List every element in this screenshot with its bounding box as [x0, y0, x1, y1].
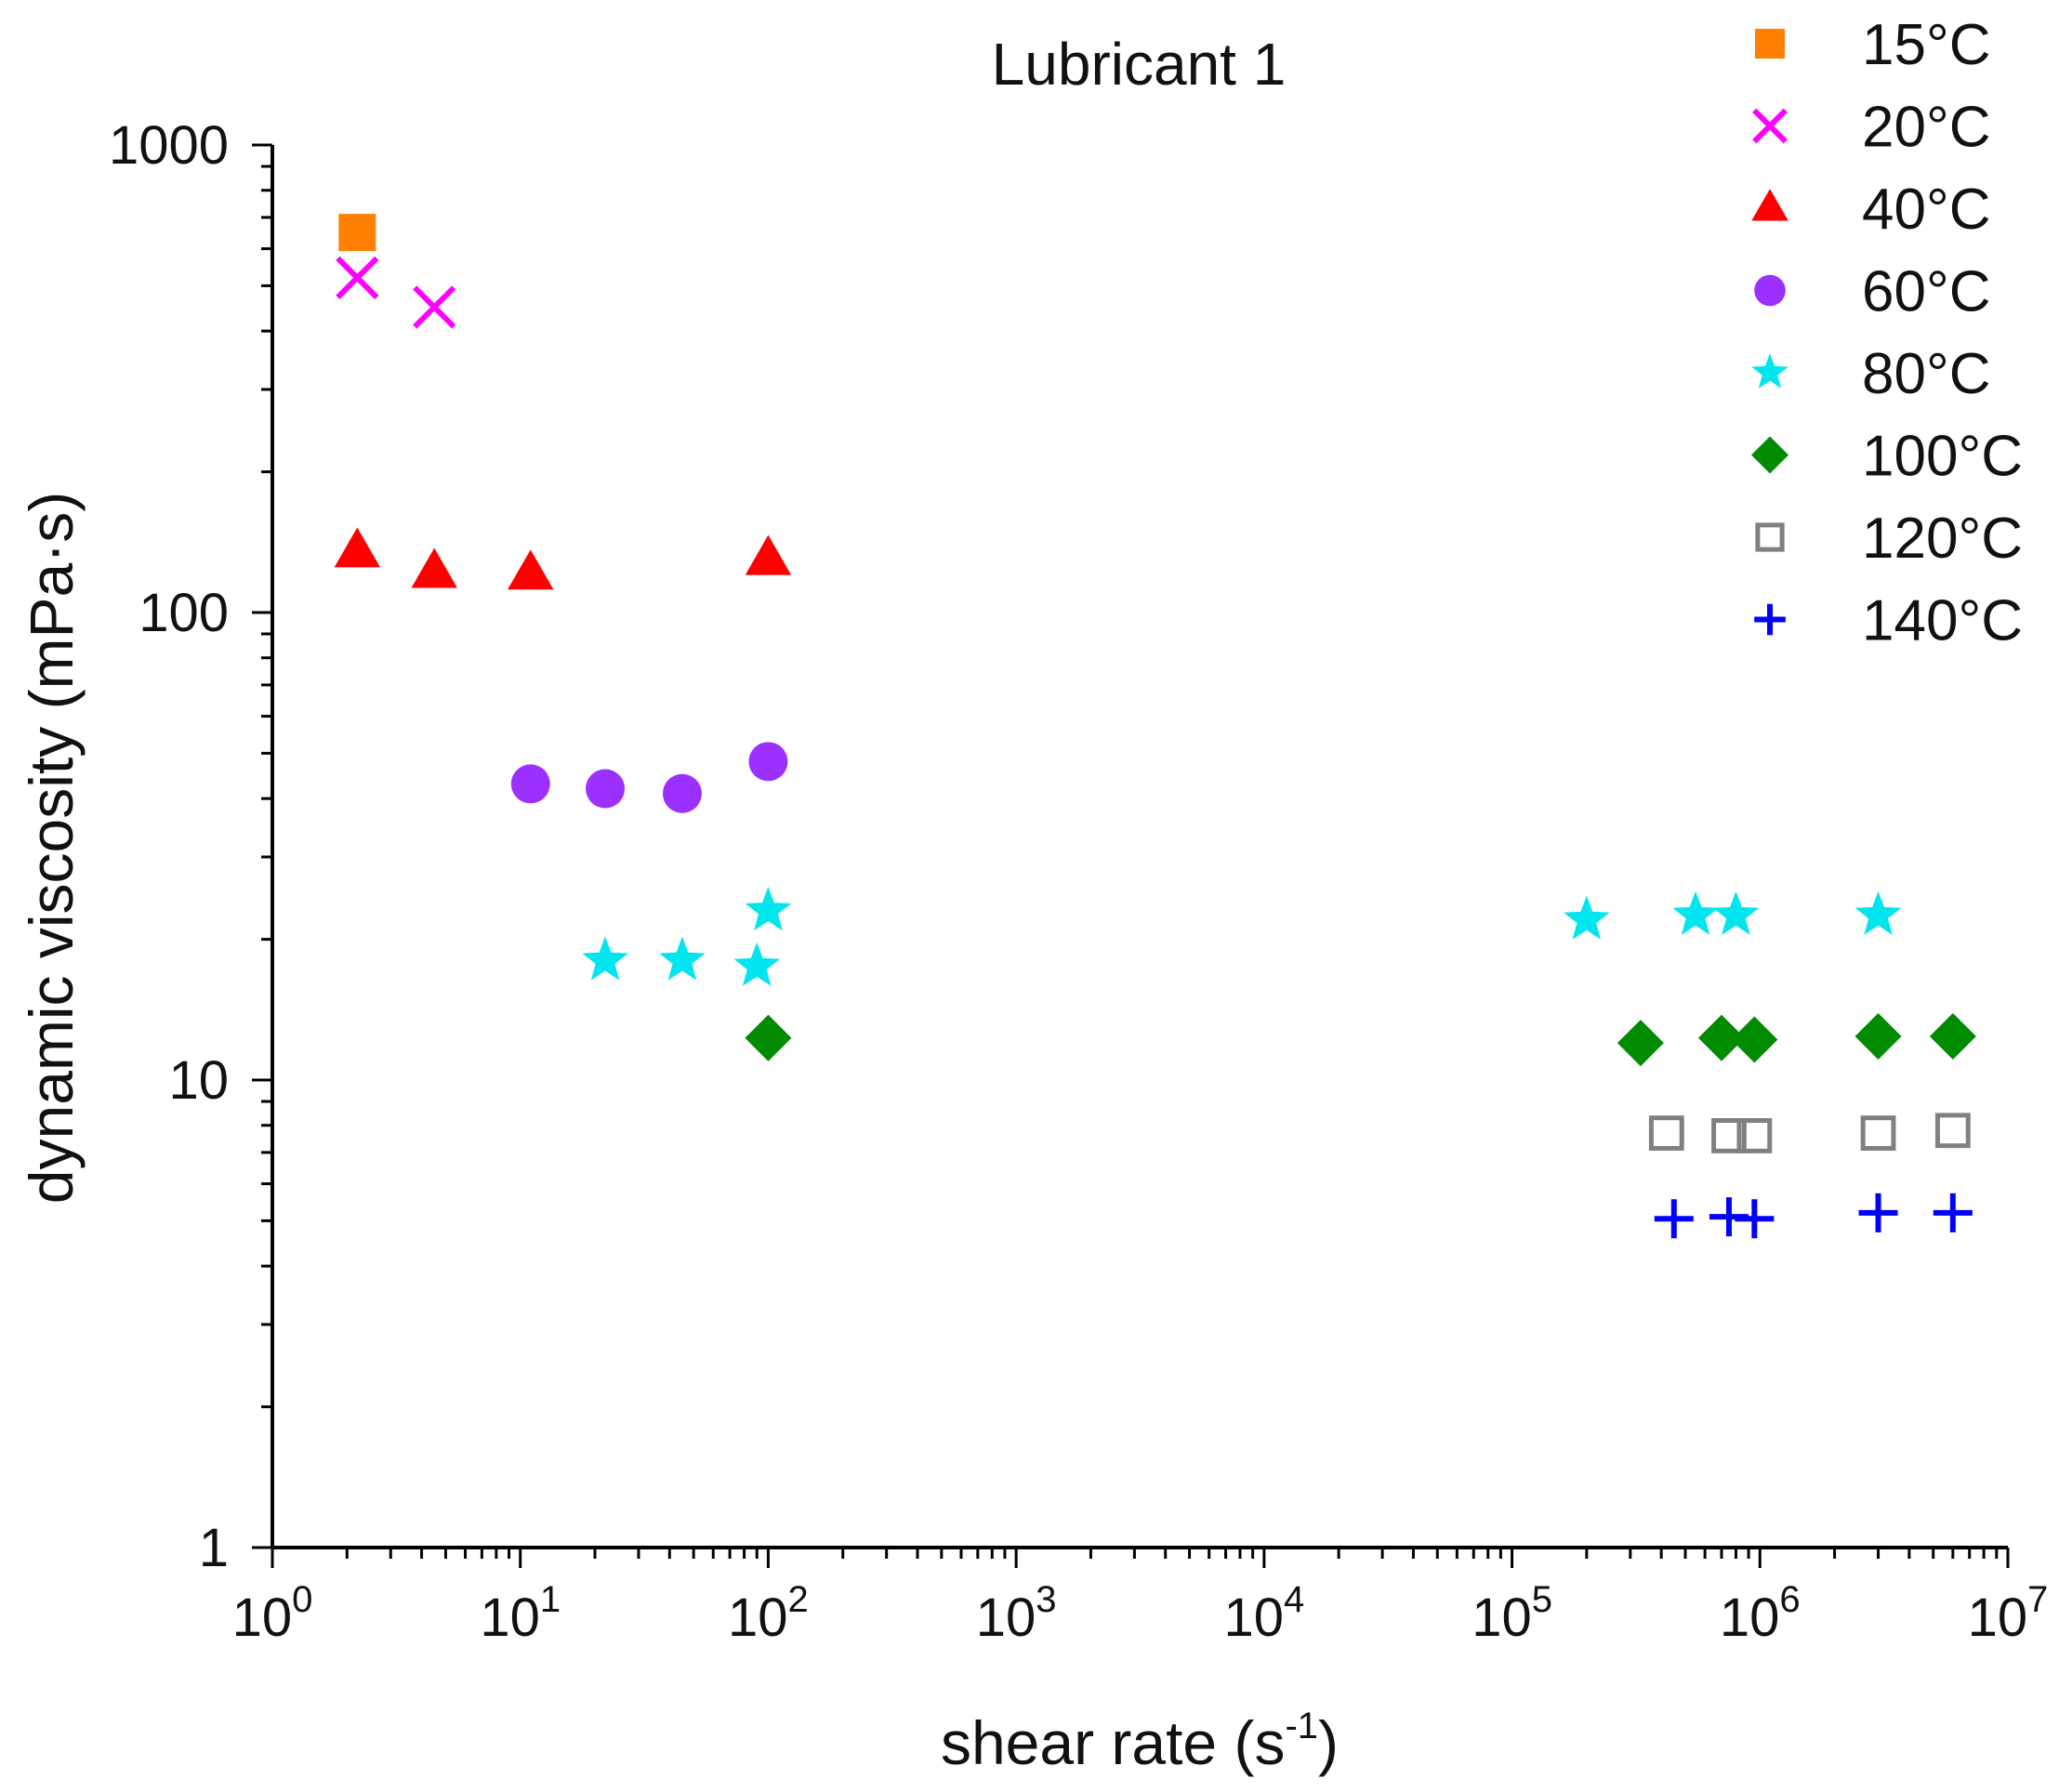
data-point: [748, 742, 788, 782]
data-point: [411, 547, 457, 588]
legend-marker: [1755, 29, 1785, 59]
data-point: [745, 887, 792, 931]
data-point: [1712, 890, 1760, 935]
legend: 15°C 20°C 40°C 60°C 80°C 100°C 120°C 140°C: [1751, 13, 2023, 653]
series-triangle: [334, 527, 792, 590]
data-point: [1711, 1118, 1747, 1153]
data-point: [745, 1014, 792, 1061]
y-tick-label: 10: [168, 1050, 229, 1111]
y-tick-label: 1: [199, 1518, 229, 1578]
x-tick-label: 105: [1472, 1579, 1552, 1648]
legend-marker: [1751, 436, 1788, 474]
plot-points: [334, 214, 1976, 1239]
series-star: [582, 887, 1902, 986]
data-point: [508, 549, 554, 590]
data-point: [1654, 1199, 1694, 1239]
x-tick-label: 106: [1720, 1579, 1801, 1648]
legend-label: 20°C: [1862, 96, 1991, 160]
x-tick-label: 101: [480, 1579, 561, 1648]
data-point: [1929, 1013, 1976, 1061]
data-point: [510, 764, 550, 804]
legend-label: 100°C: [1862, 425, 2023, 489]
data-point: [586, 769, 626, 809]
y-axis-label: dynamic viscosity (mPa·s): [17, 492, 86, 1204]
y-tick-label: 100: [139, 583, 229, 643]
data-point: [338, 214, 376, 252]
series-plus: [1654, 1192, 1973, 1239]
data-point: [1672, 890, 1719, 935]
x-tick-label: 102: [728, 1579, 809, 1648]
data-point: [334, 527, 381, 568]
data-point: [1858, 1192, 1898, 1232]
legend-label: 120°C: [1862, 507, 2023, 571]
y-tick-label: 1000: [109, 115, 229, 176]
data-point: [662, 773, 702, 813]
ticks: [252, 143, 2010, 1568]
series-diamond: [745, 1013, 1976, 1067]
chart-title: Lubricant 1: [992, 31, 1287, 98]
legend-marker: [1755, 522, 1785, 552]
data-point: [659, 936, 706, 981]
data-point: [733, 942, 780, 986]
x-tick-label: 100: [232, 1579, 313, 1648]
x-tick-label: 107: [1968, 1579, 2049, 1648]
data-point: [1617, 1020, 1664, 1067]
legend-label: 15°C: [1862, 13, 1991, 77]
series-x: [336, 256, 456, 329]
series-open-square: [1648, 1113, 1971, 1153]
legend-label: 140°C: [1862, 589, 2023, 653]
legend-marker: [1754, 274, 1786, 307]
x-tick-label: 103: [976, 1579, 1057, 1648]
data-point: [1933, 1192, 1973, 1232]
legend-marker: [1751, 353, 1788, 389]
axes: [271, 145, 2008, 1549]
data-point: [1934, 1113, 1971, 1149]
tick-labels: 100 101 102 103 104 105 106 107 1 10 100 1000: [109, 115, 2048, 1648]
data-point: [1697, 1014, 1745, 1061]
data-point: [1648, 1115, 1684, 1151]
data-point: [1564, 895, 1610, 940]
series-square: [338, 214, 376, 252]
data-point: [413, 285, 456, 329]
legend-label: 60°C: [1862, 260, 1991, 324]
data-point: [1860, 1115, 1896, 1151]
x-tick-label: 104: [1223, 1579, 1304, 1648]
data-point: [1731, 1016, 1778, 1063]
legend-label: 80°C: [1862, 342, 1991, 406]
data-point: [1854, 1013, 1902, 1061]
data-point: [582, 936, 628, 981]
data-point: [1735, 1199, 1775, 1239]
data-point: [1854, 890, 1902, 935]
x-axis-label: shear rate (s-1): [941, 1706, 1339, 1777]
series-circle: [510, 742, 788, 813]
data-point: [745, 534, 792, 575]
legend-marker: [1751, 189, 1788, 221]
legend-marker: [1754, 603, 1786, 636]
data-point: [1736, 1118, 1773, 1153]
legend-label: 40°C: [1862, 178, 1991, 242]
legend-marker: [1752, 108, 1788, 144]
data-point: [336, 256, 379, 299]
